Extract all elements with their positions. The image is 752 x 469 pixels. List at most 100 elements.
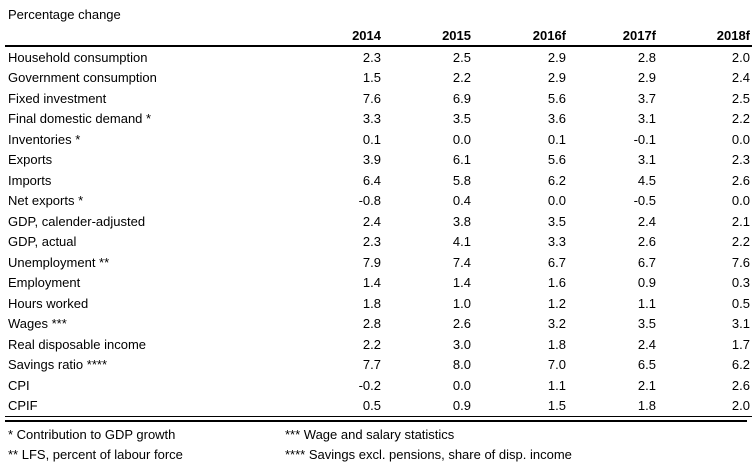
value-cell: 0.0: [452, 377, 471, 393]
row-label: Net exports *: [8, 193, 84, 209]
year-column-header: 2014: [303, 28, 381, 47]
row-label: CPIF: [5, 395, 303, 417]
value-cell: 2.4: [731, 70, 750, 86]
forecast-table: 2014 2015 2016f 2017f 2018f Household consum…: [5, 28, 752, 417]
value-cell: 2.4: [362, 213, 381, 229]
value-cell: 1.5: [471, 395, 566, 417]
value-cell: 3.5: [452, 111, 471, 127]
table-row: Household consumption 2.3 2.5 2.9 2.8 2.0: [5, 46, 752, 68]
value-cell: -0.8: [358, 193, 381, 209]
table-title: Percentage change: [8, 7, 121, 22]
value-cell: 3.3: [547, 234, 566, 250]
value-cell: 2.6: [731, 377, 750, 393]
value-cell: 6.1: [452, 152, 471, 168]
value-cell: 0.9: [381, 395, 471, 417]
value-cell: 1.8: [547, 336, 566, 352]
table-row: Real disposable income 2.2 3.0 1.8 2.4 1.7: [5, 334, 752, 355]
row-label: GDP, actual: [8, 234, 77, 250]
value-cell: 1.1: [637, 295, 656, 311]
value-cell: 3.1: [731, 316, 750, 332]
value-cell: 3.3: [362, 111, 381, 127]
value-cell: 2.2: [452, 70, 471, 86]
table-row: Government consumption 1.5 2.2 2.9 2.9 2.4: [5, 68, 752, 89]
value-cell: 2.8: [362, 316, 381, 332]
value-cell: 6.5: [637, 357, 656, 373]
value-cell: 1.8: [566, 395, 656, 417]
row-label: CPI: [8, 377, 30, 393]
value-cell: 2.2: [362, 336, 381, 352]
value-cell: 1.7: [731, 336, 750, 352]
row-label: Imports: [8, 172, 52, 188]
value-cell: 2.3: [362, 234, 381, 250]
value-cell: 3.7: [637, 90, 656, 106]
table-body: Household consumption 2.3 2.5 2.9 2.8 2.0 Gove…: [5, 46, 752, 417]
value-cell: 2.1: [637, 377, 656, 393]
table-bottom-rule: [5, 420, 747, 422]
value-cell: 2.9: [547, 49, 566, 65]
value-cell: 7.7: [362, 357, 381, 373]
table-header: 2014 2015 2016f 2017f 2018f: [5, 28, 752, 47]
value-cell: 4.5: [637, 172, 656, 188]
value-cell: 3.1: [637, 152, 656, 168]
table-row: Final domestic demand * 3.3 3.5 3.6 3.1 2.2: [5, 109, 752, 130]
value-cell: 7.4: [452, 254, 471, 270]
table-row: Employment 1.4 1.4 1.6 0.9 0.3: [5, 273, 752, 294]
value-cell: 1.4: [362, 275, 381, 291]
table-row: Fixed investment 7.6 6.9 5.6 3.7 2.5: [5, 88, 752, 109]
footnote-savings: **** Savings excl. pensions, share of di…: [285, 447, 572, 462]
value-cell: 3.5: [547, 213, 566, 229]
value-cell: -0.1: [633, 131, 656, 147]
value-cell: 6.2: [731, 357, 750, 373]
value-cell: 1.2: [547, 295, 566, 311]
value-cell: 8.0: [452, 357, 471, 373]
value-cell: 2.1: [731, 213, 750, 229]
value-cell: 2.8: [637, 49, 656, 65]
value-cell: 3.9: [362, 152, 381, 168]
value-cell: 0.1: [547, 131, 566, 147]
footnote-lfs: ** LFS, percent of labour force: [8, 447, 183, 462]
row-label: Exports: [8, 152, 53, 168]
value-cell: 3.1: [637, 111, 656, 127]
table-row: Savings ratio **** 7.7 8.0 7.0 6.5 6.2: [5, 355, 752, 376]
value-cell: 0.5: [303, 395, 381, 417]
row-label: Government consumption: [8, 70, 157, 86]
table-row: Hours worked 1.8 1.0 1.2 1.1 0.5: [5, 293, 752, 314]
footnote-column-left: * Contribution to GDP growth ** LFS, per…: [8, 427, 285, 467]
year-column-header: 2017f: [566, 28, 656, 47]
value-cell: -0.2: [358, 377, 381, 393]
row-label: Wages ***: [8, 316, 67, 332]
value-cell: 5.6: [547, 90, 566, 106]
row-label: Hours worked: [8, 295, 89, 311]
value-cell: 2.4: [637, 213, 656, 229]
value-cell: 7.0: [547, 357, 566, 373]
value-cell: 6.7: [637, 254, 656, 270]
row-label: Employment: [8, 275, 81, 291]
row-label: Unemployment **: [8, 254, 110, 270]
value-cell: 3.8: [452, 213, 471, 229]
table-row: Wages *** 2.8 2.6 3.2 3.5 3.1: [5, 314, 752, 335]
footnote-column-right: *** Wage and salary statistics **** Savi…: [285, 427, 747, 467]
table-row: GDP, actual 2.3 4.1 3.3 2.6 2.2: [5, 232, 752, 253]
value-cell: 6.4: [362, 172, 381, 188]
value-cell: 2.4: [637, 336, 656, 352]
table-row: Exports 3.9 6.1 5.6 3.1 2.3: [5, 150, 752, 171]
value-cell: 3.6: [547, 111, 566, 127]
row-label: GDP, calender-adjusted: [8, 213, 146, 229]
row-label: Real disposable income: [8, 336, 147, 352]
value-cell: 2.5: [452, 49, 471, 65]
value-cell: 7.6: [362, 90, 381, 106]
value-cell: 2.6: [637, 234, 656, 250]
footnote-wage-statistics: *** Wage and salary statistics: [285, 427, 455, 442]
header-row: 2014 2015 2016f 2017f 2018f: [5, 28, 752, 47]
value-cell: 2.3: [731, 152, 750, 168]
corner-cell: [5, 28, 303, 47]
year-column-header: 2018f: [656, 28, 752, 47]
value-cell: 1.5: [362, 70, 381, 86]
value-cell: 0.0: [452, 131, 471, 147]
table-row: CPIF 0.5 0.9 1.5 1.8 2.0: [5, 395, 752, 417]
row-label: Savings ratio ****: [8, 357, 107, 373]
row-label: Fixed investment: [8, 90, 107, 106]
value-cell: 0.4: [452, 193, 471, 209]
value-cell: 2.2: [731, 234, 750, 250]
